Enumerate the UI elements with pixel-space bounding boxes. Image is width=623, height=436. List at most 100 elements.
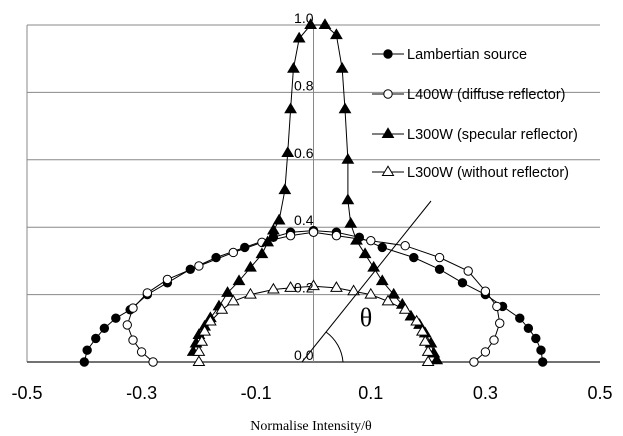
legend-marker — [381, 165, 395, 176]
y-tick-label: 0.6 — [294, 145, 314, 161]
data-point — [341, 153, 355, 164]
data-point — [91, 333, 101, 344]
data-point — [367, 260, 381, 272]
x-tick-label: -0.3 — [126, 383, 157, 403]
theta-annotation: θ — [301, 200, 432, 363]
data-point — [194, 261, 204, 271]
data-point — [409, 252, 419, 263]
data-point — [430, 353, 444, 365]
data-point — [284, 102, 297, 114]
data-point — [434, 264, 445, 275]
axes — [26, 25, 600, 363]
data-point — [215, 302, 229, 314]
data-point — [531, 333, 541, 344]
data-point — [338, 102, 352, 114]
data-point — [307, 279, 320, 291]
data-point — [267, 223, 280, 235]
data-point — [318, 18, 332, 29]
data-point — [82, 345, 92, 355]
x-tick-label: -0.5 — [11, 383, 42, 403]
data-point — [523, 323, 534, 333]
legend-marker — [383, 49, 393, 59]
data-point — [284, 281, 297, 292]
data-point — [375, 274, 389, 286]
data-point — [192, 345, 206, 356]
data-point — [99, 323, 110, 333]
data-point — [192, 355, 206, 366]
data-point — [162, 274, 173, 285]
data-point — [261, 235, 275, 247]
data-point — [330, 281, 343, 292]
x-tick-label: 0.3 — [473, 383, 498, 403]
data-point — [292, 31, 306, 43]
data-point — [281, 146, 295, 158]
data-point — [489, 335, 499, 345]
data-point — [228, 247, 238, 258]
data-point — [122, 320, 132, 330]
data-point — [148, 357, 158, 367]
data-point — [418, 335, 432, 346]
data-point — [221, 286, 234, 297]
y-tick-label: 0.8 — [294, 77, 314, 93]
data-point — [538, 357, 548, 367]
data-point — [195, 335, 209, 346]
legend-item: L300W (without reflector) — [372, 165, 569, 181]
y-tick-label: 1.0 — [294, 10, 314, 26]
data-point — [366, 235, 376, 246]
x-axis-label: Normalise Intensity/θ — [250, 419, 372, 434]
data-point — [381, 294, 395, 306]
y-tick-label: 0.0 — [294, 347, 314, 363]
data-point — [79, 357, 90, 367]
data-point — [463, 266, 473, 276]
data-point — [198, 324, 212, 336]
data-point — [304, 18, 318, 29]
legend-label: Lambertian source — [407, 47, 527, 63]
data-point — [344, 217, 358, 228]
x-tick-label: 0.5 — [587, 383, 612, 403]
data-point — [495, 318, 505, 328]
data-point — [226, 294, 240, 306]
data-point — [480, 286, 491, 296]
data-point — [358, 247, 372, 259]
data-point — [398, 302, 412, 314]
legend-item: L300W (specular reflector) — [372, 127, 578, 143]
legend-item: L400W (diffuse reflector) — [372, 87, 566, 103]
data-point — [244, 287, 257, 299]
data-point — [244, 260, 257, 272]
data-point — [111, 313, 121, 323]
data-point — [492, 301, 502, 312]
angle-line — [301, 200, 432, 363]
data-point — [330, 28, 343, 40]
data-point — [272, 213, 286, 225]
y-tick-label: 0.2 — [294, 280, 314, 296]
data-point — [255, 247, 269, 259]
data-point — [285, 230, 296, 241]
data-point — [267, 282, 280, 294]
data-point — [377, 242, 387, 253]
data-point — [341, 193, 355, 205]
legend-label: L300W (specular reflector) — [407, 127, 578, 143]
tick-labels: -0.5 -0.3 -0.1 0.1 0.3 0.5 0.0 0.2 0.4 0.6 0.8 1.0 — [11, 10, 612, 403]
x-tick-label: 0.1 — [358, 383, 383, 403]
data-point — [400, 241, 410, 251]
data-point — [128, 303, 138, 313]
legend: Lambertian source L400W (diffuse reflecto… — [372, 47, 578, 181]
legend-label: L300W (without reflector) — [407, 165, 569, 181]
legend-marker — [381, 127, 395, 138]
data-point — [350, 233, 363, 245]
data-series — [79, 18, 548, 367]
series-line — [192, 24, 438, 361]
data-point — [136, 347, 147, 357]
legend-item: Lambertian source — [372, 47, 527, 63]
data-point — [457, 278, 468, 288]
data-point — [142, 288, 153, 298]
data-point — [387, 287, 401, 299]
legend-label: L400W (diffuse reflector) — [407, 87, 566, 103]
angle-arc — [325, 331, 344, 363]
data-point — [469, 357, 479, 367]
data-point — [203, 314, 217, 326]
data-point — [308, 227, 319, 237]
x-tick-label: -0.1 — [241, 383, 272, 403]
data-point — [347, 284, 360, 296]
